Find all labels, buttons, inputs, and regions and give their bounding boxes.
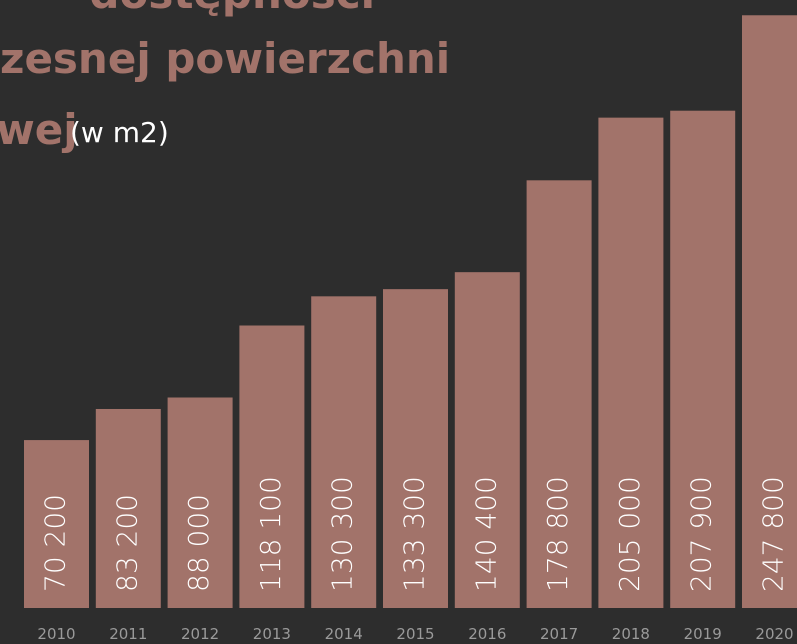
bar [526, 180, 592, 608]
value-label: 178 800 [541, 476, 574, 592]
bar [239, 325, 305, 608]
title-line: dostępności [89, 0, 375, 18]
bar [670, 110, 736, 609]
bar [24, 440, 89, 608]
x-tick-label: 2020 [755, 625, 793, 643]
value-label: 133 300 [398, 476, 431, 592]
subtitle: (w m2) [70, 116, 169, 149]
value-label: 205 000 [613, 476, 646, 592]
bar [454, 272, 520, 608]
x-tick-label: 2010 [37, 625, 75, 643]
title-line: zesnej powierzchni [0, 34, 450, 83]
bar [311, 296, 377, 608]
value-label: 247 800 [757, 476, 790, 592]
x-tick-label: 2016 [468, 625, 506, 643]
value-label: 70 200 [39, 494, 72, 592]
title-line: wej [0, 105, 78, 154]
x-tick-label: 2013 [253, 625, 291, 643]
bar [95, 408, 161, 608]
bar [383, 289, 448, 608]
x-tick-label: 2012 [181, 625, 219, 643]
bar [742, 15, 797, 609]
x-tick-label: 2017 [540, 625, 578, 643]
value-label: 140 400 [469, 476, 502, 592]
value-label: 130 300 [326, 476, 359, 592]
bar [598, 117, 664, 608]
x-tick-label: 2018 [612, 625, 650, 643]
value-label: 207 900 [685, 476, 718, 592]
x-tick-label: 2015 [396, 625, 434, 643]
value-label: 118 100 [254, 476, 287, 592]
value-label: 88 000 [182, 494, 215, 592]
bar [167, 397, 233, 608]
x-tick-label: 2019 [684, 625, 722, 643]
x-tick-label: 2011 [109, 625, 147, 643]
x-tick-label: 2014 [325, 625, 363, 643]
value-label: 83 200 [110, 494, 143, 592]
